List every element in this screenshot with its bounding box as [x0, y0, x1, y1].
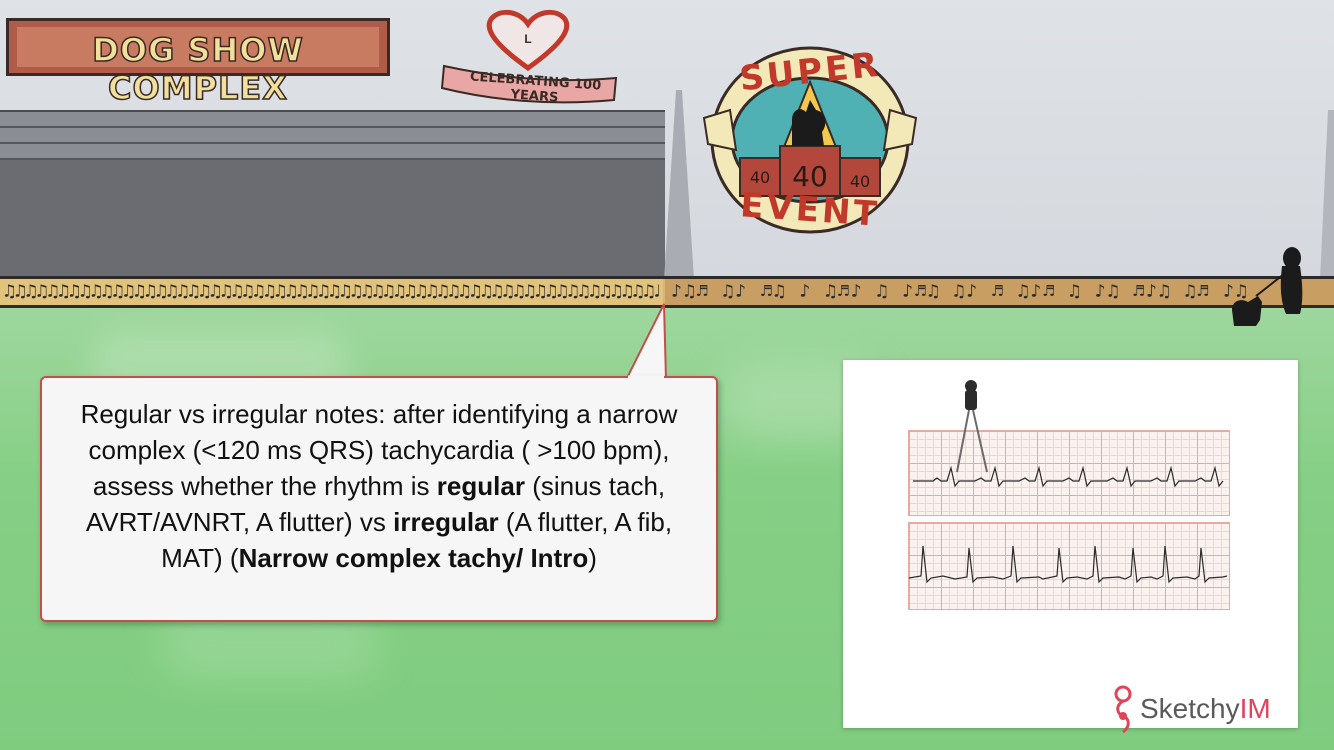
- sign-panel: [17, 27, 379, 67]
- regular-notes-icon: ♫♫♫♫♫♫♫♫♫♫♫♫♫♫♫♫♫♫♫♫♫♫♫♫♫♫♫♫♫♫♫♫♫♫♫♫♫♫♫♫…: [4, 281, 659, 302]
- callout-text: Regular vs irregular notes: after identi…: [60, 396, 698, 576]
- sign-text: DOG SHOW COMPLEX: [92, 30, 304, 108]
- regular-notes-fence: ♫♫♫♫♫♫♫♫♫♫♫♫♫♫♫♫♫♫♫♫♫♫♫♫♫♫♫♫♫♫♫♫♫♫♫♫♫♫♫♫…: [0, 279, 663, 305]
- person-walking-dog-icon: [1232, 247, 1303, 326]
- calipers-icon: [956, 380, 988, 473]
- callout-irregular-label: irregular: [393, 507, 499, 537]
- irregular-notes-icon: ♪♫♬ ♫♪ ♬♫ ♪ ♫♬♪ ♫ ♪♬♫ ♫♪ ♬ ♫♪♬ ♫ ♪♫ ♬♪♫ …: [671, 281, 1249, 302]
- callout-reference-close: ): [588, 543, 597, 573]
- callout-regular-detail: (sinus tach, AVRT/AVNRT, A flutter) vs: [85, 471, 666, 537]
- callout-regular-label: regular: [436, 471, 525, 501]
- stadium-building: [0, 110, 665, 282]
- callout-irregular-detail: (A flutter, A fib, MAT) (: [161, 507, 673, 573]
- callout-intro: Regular vs irregular notes: after identi…: [80, 399, 678, 501]
- callout-reference: Narrow complex tachy/ Intro: [238, 543, 589, 573]
- ecg-strip-irregular: [908, 522, 1230, 610]
- super-event-badge-icon: [702, 46, 918, 234]
- podium-left-number: 40: [749, 168, 771, 187]
- podium-right-number: 40: [849, 172, 871, 191]
- ecg-card: [843, 360, 1298, 728]
- sketchy-logo-icon: [1114, 685, 1132, 734]
- ecg-tracings: [908, 465, 1228, 584]
- stadium-tower: [664, 90, 694, 280]
- podium-center-number: 40: [792, 160, 828, 193]
- heart-letter: L: [524, 32, 532, 46]
- logo-suffix: IM: [1239, 693, 1271, 724]
- building-stripe: [0, 128, 665, 144]
- dog-show-sign: DOG SHOW COMPLEX: [6, 18, 390, 108]
- sketchy-logo-text: SketchyIM: [1140, 693, 1271, 725]
- building-stripe: [0, 112, 665, 128]
- heart-banner-icon: [440, 9, 618, 104]
- irregular-notes-fence: ♪♫♬ ♫♪ ♬♫ ♪ ♫♬♪ ♫ ♪♬♫ ♫♪ ♬ ♫♪♬ ♫ ♪♫ ♬♪♫ …: [665, 279, 1334, 305]
- logo-brand: Sketchy: [1140, 693, 1240, 724]
- building-stripe: [0, 144, 665, 160]
- music-note-fence: ♫♫♫♫♫♫♫♫♫♫♫♫♫♫♫♫♫♫♫♫♫♫♫♫♫♫♫♫♫♫♫♫♫♫♫♫♫♫♫♫…: [0, 276, 1334, 308]
- callout-box: Regular vs irregular notes: after identi…: [40, 376, 718, 622]
- stadium-tower: [1320, 110, 1334, 280]
